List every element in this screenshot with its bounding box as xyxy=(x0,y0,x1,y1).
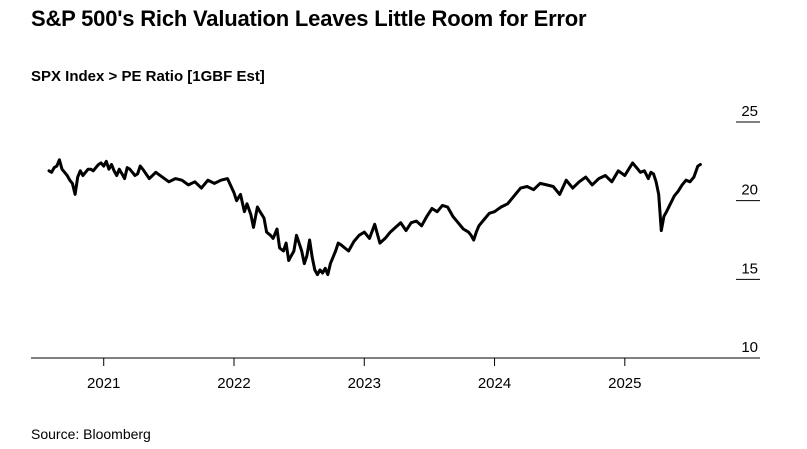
x-tick-label: 2022 xyxy=(217,375,250,392)
chart-title: S&P 500's Rich Valuation Leaves Little R… xyxy=(31,6,587,31)
y-tick-label: 25 xyxy=(741,103,758,120)
y-tick-label: 15 xyxy=(741,260,758,277)
pe-ratio-series-line xyxy=(47,158,702,277)
x-tick-label: 2021 xyxy=(87,375,120,392)
x-tick-label: 2025 xyxy=(608,375,641,392)
x-tick-label: 2023 xyxy=(348,375,381,392)
source-note: Source: Bloomberg xyxy=(31,426,151,442)
y-tick-label: 20 xyxy=(741,182,758,199)
chart-subtitle: SPX Index > PE Ratio [1GBF Est] xyxy=(31,68,265,85)
y-axis: 25 20 15 10 xyxy=(736,103,760,359)
x-tick-label: 2024 xyxy=(478,375,511,392)
y-tick-label: 10 xyxy=(741,339,758,356)
x-axis: 2021 2022 2023 2024 2025 xyxy=(87,358,642,392)
